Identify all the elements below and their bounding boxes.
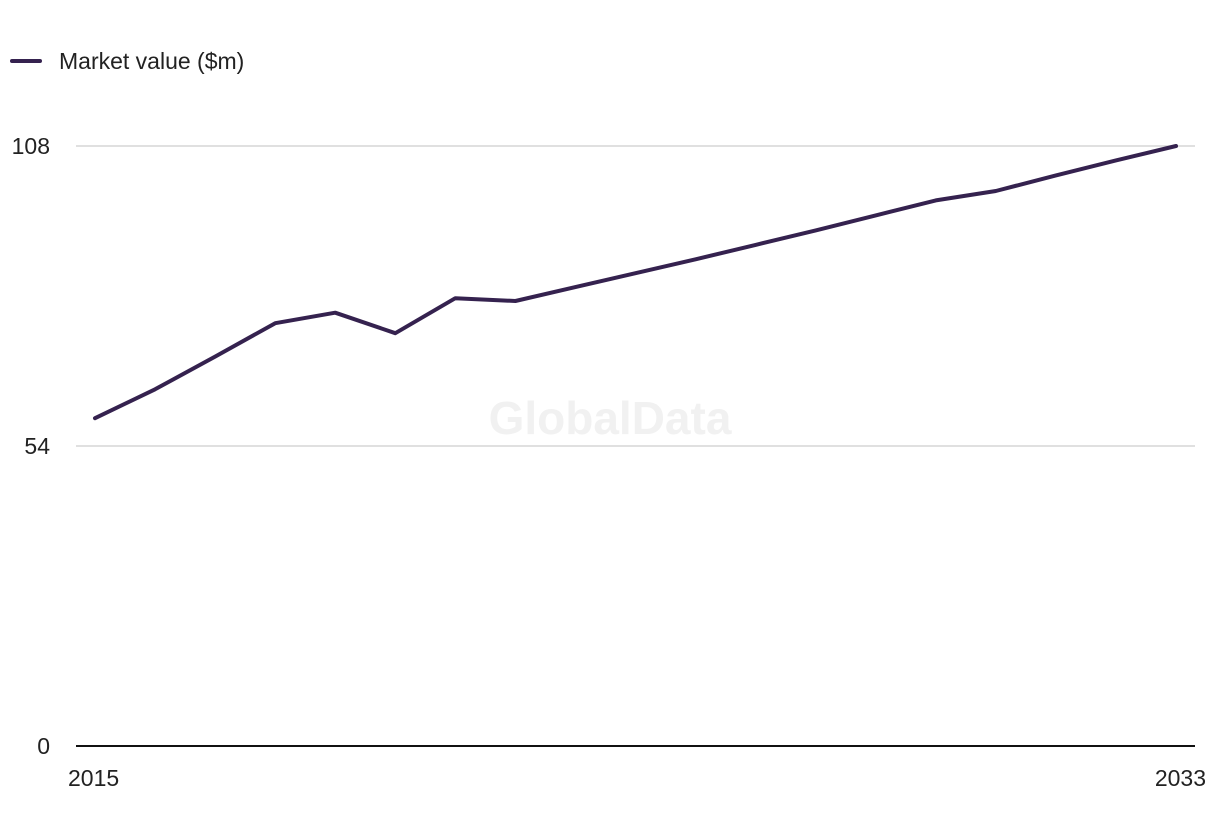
- y-tick-label: 108: [12, 133, 50, 159]
- legend-label: Market value ($m): [59, 47, 245, 74]
- y-tick-label: 54: [24, 433, 50, 459]
- series-layer: [93, 144, 1178, 421]
- legend-swatch: [10, 59, 42, 63]
- x-tick-label: 2015: [68, 765, 119, 791]
- watermark-text: GlobalData: [489, 392, 732, 444]
- legend: Market value ($m): [10, 46, 244, 76]
- series-line: [93, 144, 1178, 421]
- x-tick-label: 2033: [1155, 765, 1206, 791]
- gridlines: [76, 145, 1195, 447]
- y-tick-label: 0: [37, 733, 50, 759]
- tick-labels: 0 54 108 2015 2033: [12, 133, 1206, 791]
